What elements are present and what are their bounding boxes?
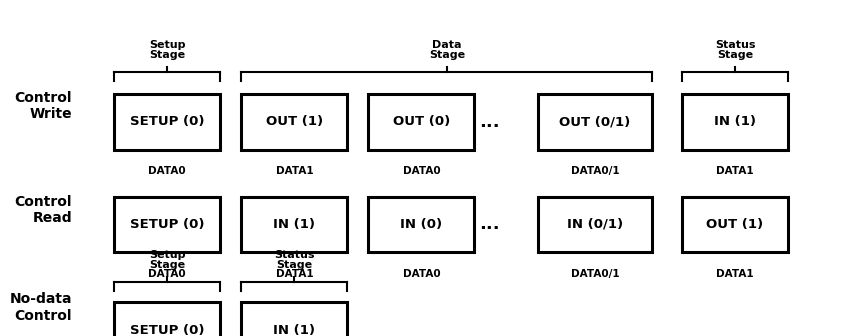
- FancyBboxPatch shape: [682, 197, 788, 252]
- Text: OUT (0/1): OUT (0/1): [559, 115, 631, 128]
- Text: ...: ...: [479, 113, 500, 131]
- Text: Data
Stage: Data Stage: [429, 40, 465, 60]
- FancyBboxPatch shape: [114, 94, 220, 150]
- Text: IN (1): IN (1): [714, 115, 756, 128]
- Text: ...: ...: [479, 215, 500, 233]
- Text: Setup
Stage: Setup Stage: [149, 250, 186, 270]
- Text: DATA0/1: DATA0/1: [571, 269, 619, 279]
- Text: SETUP (0): SETUP (0): [130, 324, 204, 336]
- Text: DATA0: DATA0: [148, 269, 186, 279]
- Text: DATA1: DATA1: [716, 166, 754, 176]
- FancyBboxPatch shape: [368, 197, 474, 252]
- Text: DATA0: DATA0: [148, 166, 186, 176]
- FancyBboxPatch shape: [114, 197, 220, 252]
- FancyBboxPatch shape: [538, 197, 652, 252]
- Text: DATA1: DATA1: [275, 166, 313, 176]
- Text: DATA1: DATA1: [275, 269, 313, 279]
- Text: IN (0/1): IN (0/1): [567, 218, 623, 231]
- Text: IN (1): IN (1): [274, 324, 315, 336]
- Text: DATA1: DATA1: [716, 269, 754, 279]
- FancyBboxPatch shape: [241, 94, 347, 150]
- FancyBboxPatch shape: [241, 302, 347, 336]
- Text: Control
Write: Control Write: [14, 91, 72, 121]
- FancyBboxPatch shape: [538, 94, 652, 150]
- Text: SETUP (0): SETUP (0): [130, 218, 204, 231]
- Text: Status
Stage: Status Stage: [715, 40, 756, 60]
- FancyBboxPatch shape: [114, 302, 220, 336]
- Text: OUT (0): OUT (0): [393, 115, 450, 128]
- Text: No-data
Control: No-data Control: [9, 292, 72, 323]
- Text: Setup
Stage: Setup Stage: [149, 40, 186, 60]
- Text: IN (0): IN (0): [401, 218, 442, 231]
- Text: IN (1): IN (1): [274, 218, 315, 231]
- Text: OUT (1): OUT (1): [706, 218, 763, 231]
- Text: DATA0: DATA0: [402, 269, 440, 279]
- Text: DATA0/1: DATA0/1: [571, 166, 619, 176]
- FancyBboxPatch shape: [368, 94, 474, 150]
- FancyBboxPatch shape: [241, 197, 347, 252]
- Text: SETUP (0): SETUP (0): [130, 115, 204, 128]
- Text: Control
Read: Control Read: [14, 195, 72, 225]
- Text: Status
Stage: Status Stage: [274, 250, 315, 270]
- FancyBboxPatch shape: [682, 94, 788, 150]
- Text: DATA0: DATA0: [402, 166, 440, 176]
- Text: OUT (1): OUT (1): [266, 115, 323, 128]
